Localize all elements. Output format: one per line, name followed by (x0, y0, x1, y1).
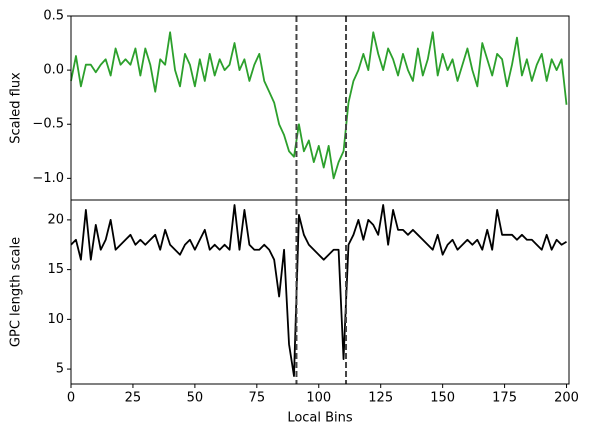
y-tick-label: −0.5 (32, 117, 64, 132)
x-tick-label: 125 (368, 391, 393, 406)
x-axis-label: Local Bins (287, 411, 353, 426)
x-tick-label: 200 (554, 391, 579, 406)
axes-frame (70, 15, 570, 201)
x-tick-label: 50 (187, 391, 204, 406)
y-tick-label: 0.0 (43, 63, 64, 78)
data-line (70, 204, 567, 377)
y-axis-label: GPC length scale (9, 237, 24, 347)
data-line (70, 31, 568, 180)
y-tick-label: 0.5 (43, 9, 64, 24)
y-tick-label: 5 (56, 362, 64, 377)
y-tick-label: 10 (47, 312, 64, 327)
x-tick-label: 25 (125, 391, 142, 406)
x-tick-label: 75 (249, 391, 266, 406)
y-axis-label: Scaled flux (9, 72, 24, 144)
y-tick-label: 20 (47, 212, 64, 227)
x-tick-label: 0 (67, 391, 75, 406)
x-tick-label: 150 (430, 391, 455, 406)
y-tick-label: 15 (47, 262, 64, 277)
axes-frame (70, 199, 570, 385)
x-tick-label: 100 (306, 391, 331, 406)
y-tick-label: −1.0 (32, 171, 64, 186)
x-tick-label: 175 (492, 391, 517, 406)
